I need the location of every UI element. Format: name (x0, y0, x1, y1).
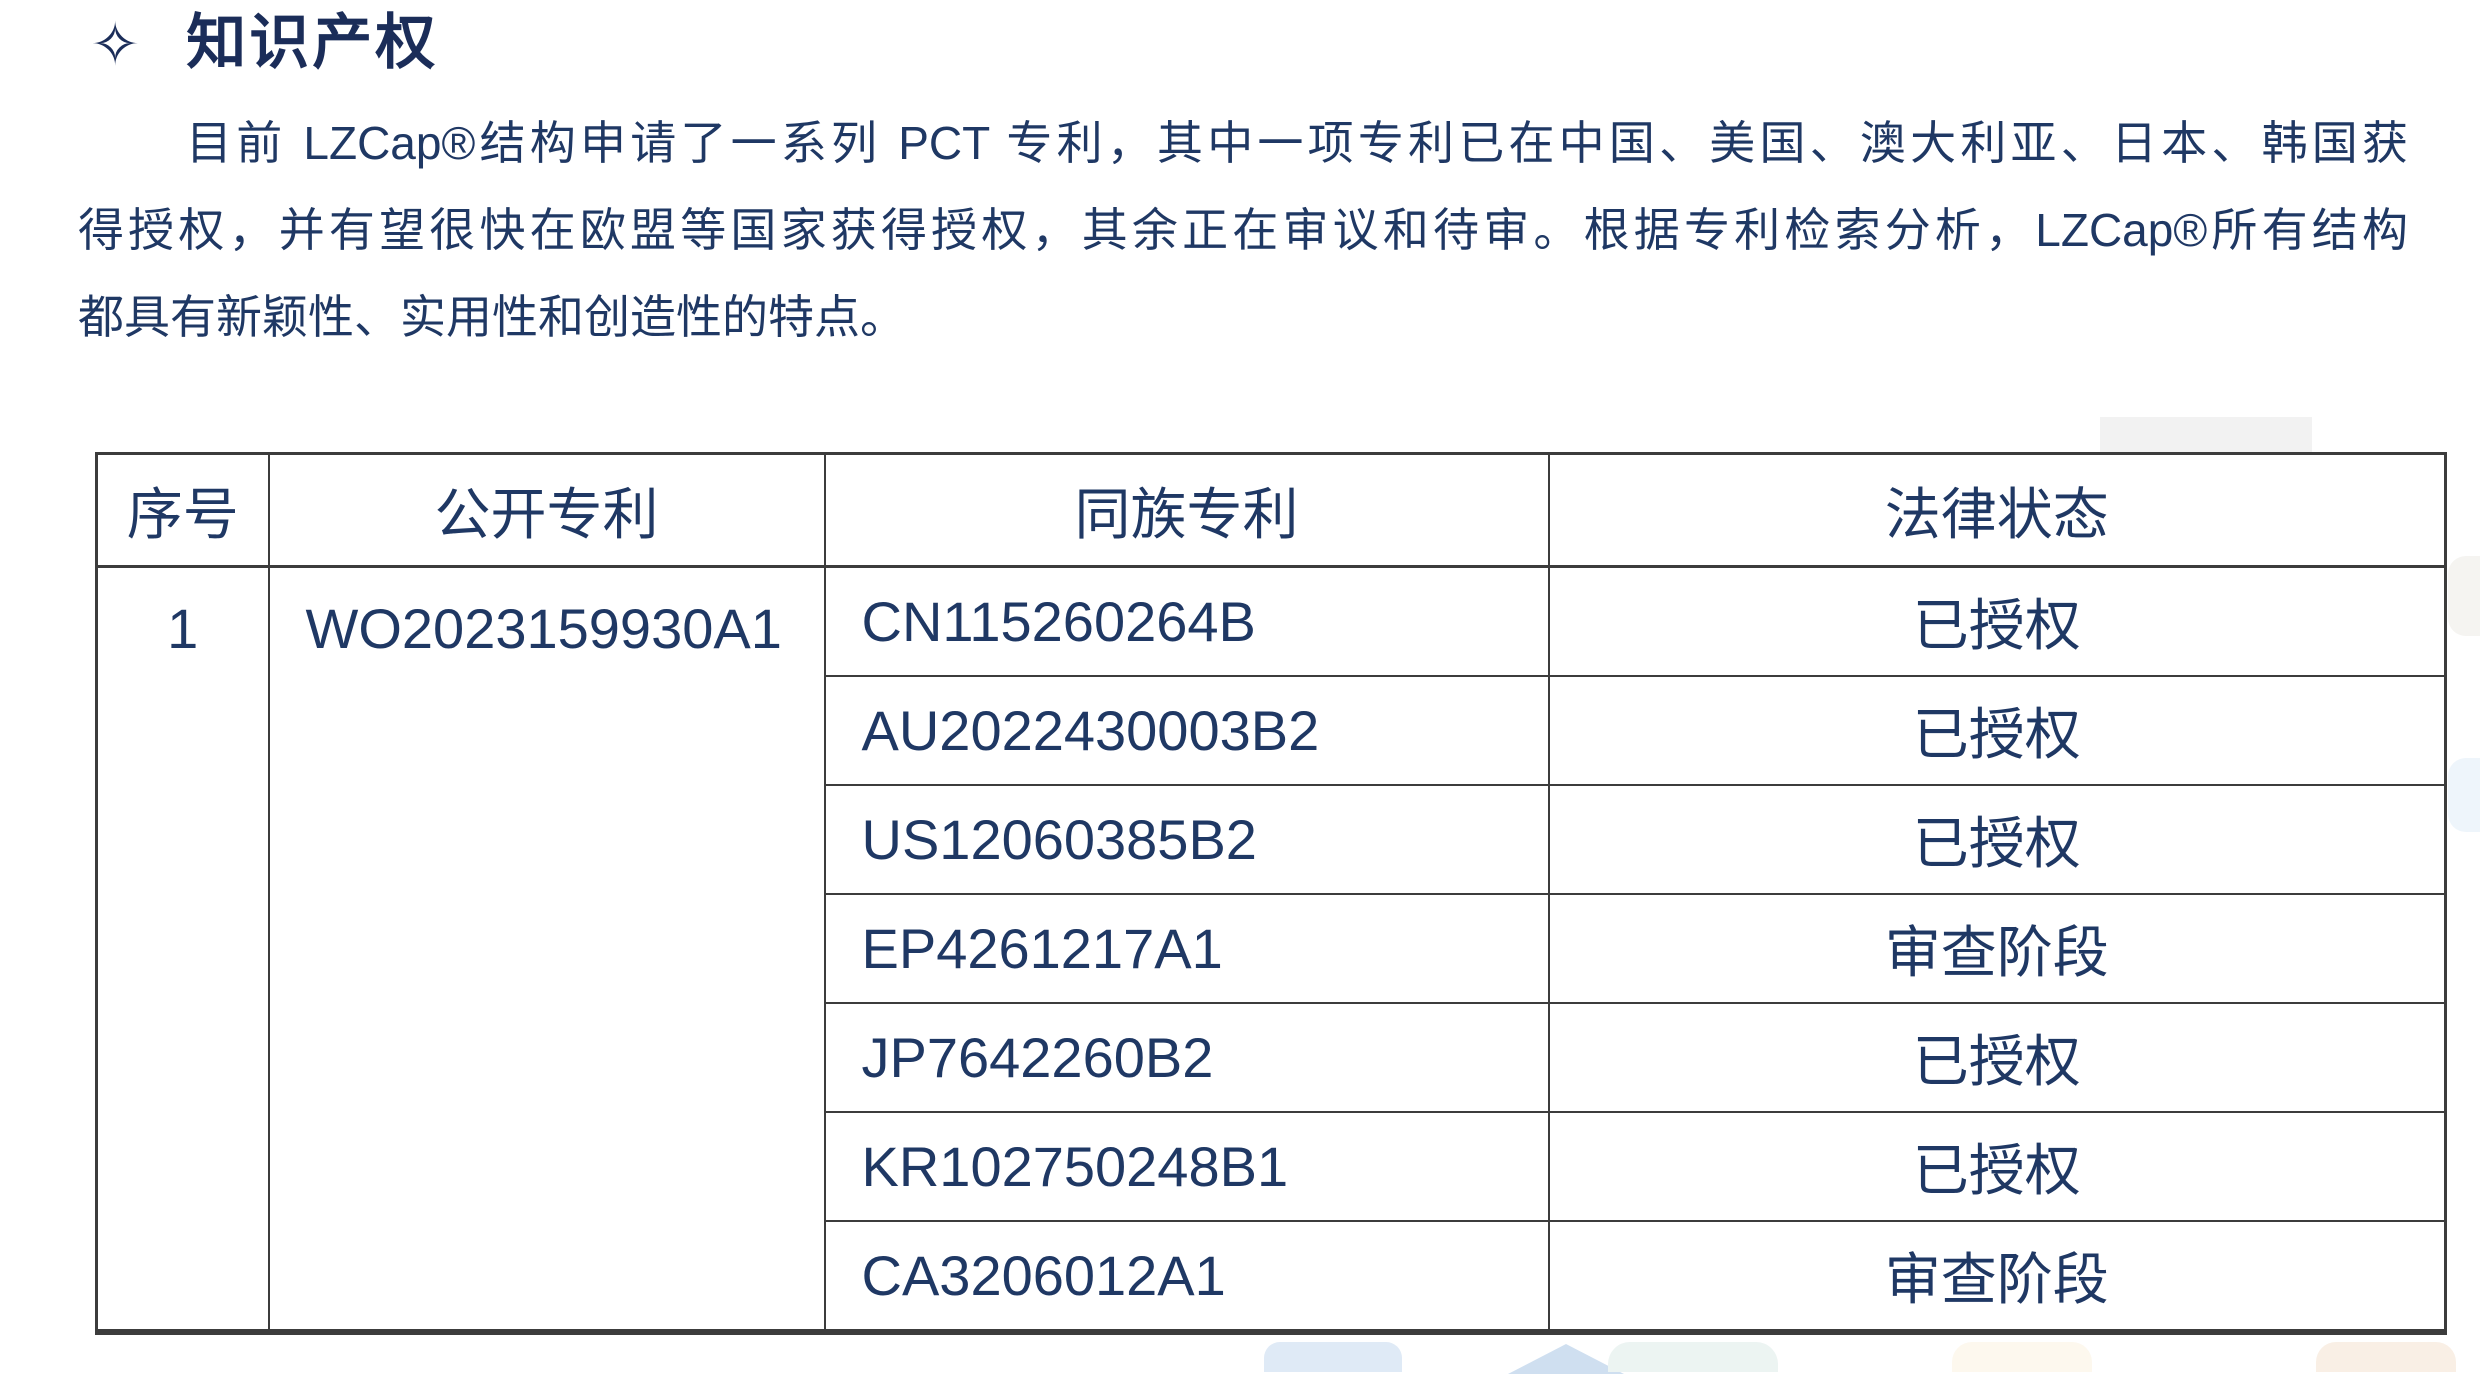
page-title: 知识产权 (186, 9, 439, 76)
header-legal-status: 法律状态 (1547, 452, 2447, 568)
paragraph-line: 都具有新颖性、实用性和创造性的特点。 (78, 291, 906, 343)
cell-family-patent: JP7642260B2 (823, 1002, 1550, 1113)
patent-table: 序号 公开专利 同族专利 法律状态 1 WO2023159930A1 CN115… (95, 452, 2447, 1335)
watermark-shape (1508, 1344, 1624, 1374)
paragraph-line: 得授权，并有望很快在欧盟等国家获得授权，其余正在审议和待审。根据专利检索分析，L… (78, 204, 2408, 256)
cell-family-patent: CN115260264B (823, 565, 1550, 677)
header-family-patent: 同族专利 (823, 452, 1550, 568)
table-row: JP7642260B2 已授权 (97, 1002, 2447, 1113)
four-pointed-star-icon: ✧ (90, 11, 141, 78)
watermark-shape (1608, 1342, 1778, 1372)
cell-family-patent: AU2022430003B2 (823, 675, 1550, 786)
cell-published-patent: WO2023159930A1 (267, 565, 826, 1333)
cell-legal-status: 已授权 (1547, 784, 2447, 895)
watermark-shape (1264, 1342, 1402, 1372)
watermark-rectangle (2100, 417, 2312, 457)
cell-legal-status: 已授权 (1547, 1111, 2447, 1222)
table-row: CA3206012A1 审查阶段 (97, 1220, 2447, 1333)
cell-family-patent: KR102750248B1 (823, 1111, 1550, 1222)
watermark-shape (2316, 1342, 2456, 1372)
table-row: 1 WO2023159930A1 CN115260264B 已授权 (95, 565, 2447, 1333)
cell-legal-status: 已授权 (1547, 565, 2447, 677)
cell-family-patent: US12060385B2 (823, 784, 1550, 895)
patent-table-body: 1 WO2023159930A1 CN115260264B 已授权 AU2022… (95, 565, 2447, 1333)
table-row: AU2022430003B2 已授权 (97, 675, 2447, 786)
header-row: 序号 公开专利 同族专利 法律状态 (95, 452, 2447, 568)
table-row: KR102750248B1 已授权 (97, 1111, 2447, 1222)
patent-table-header: 序号 公开专利 同族专利 法律状态 (95, 452, 2447, 568)
table-row: US12060385B2 已授权 (97, 784, 2447, 895)
cell-legal-status: 审查阶段 (1547, 893, 2447, 1004)
cell-family-patent: EP4261217A1 (823, 893, 1550, 1004)
header-published-patent: 公开专利 (267, 452, 826, 568)
header-index: 序号 (95, 452, 270, 568)
watermark-shape (1952, 1342, 2092, 1372)
cell-index: 1 (95, 565, 270, 1333)
section-heading: ✧ 知识产权 (90, 8, 438, 78)
watermark-shape (2448, 758, 2480, 832)
cell-legal-status: 审查阶段 (1547, 1220, 2447, 1333)
intro-paragraph: 目前 LZCap®结构申请了一系列 PCT 专利，其中一项专利已在中国、美国、澳… (78, 100, 2408, 361)
table-row: EP4261217A1 审查阶段 (97, 893, 2447, 1004)
cell-family-patent: CA3206012A1 (823, 1220, 1550, 1333)
cell-legal-status: 已授权 (1547, 675, 2447, 786)
cell-legal-status: 已授权 (1547, 1002, 2447, 1113)
paragraph-line: 目前 LZCap®结构申请了一系列 PCT 专利，其中一项专利已在中国、美国、澳… (186, 117, 2408, 169)
watermark-shape (2448, 556, 2480, 636)
